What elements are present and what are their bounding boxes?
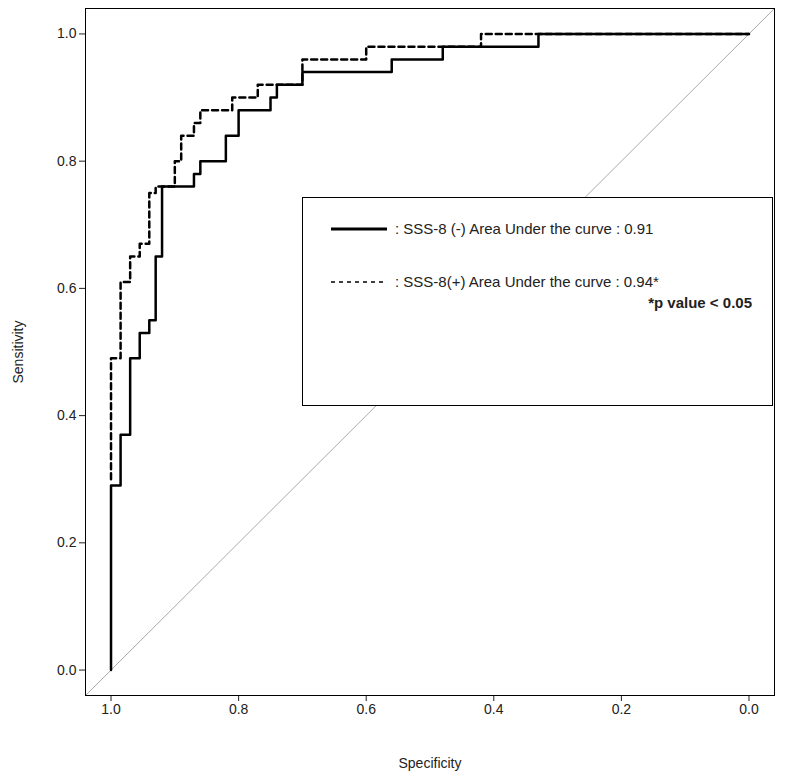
svg-text:0.8: 0.8 <box>229 701 249 717</box>
svg-text:0.4: 0.4 <box>57 407 77 423</box>
svg-text:Specificity: Specificity <box>398 755 461 771</box>
svg-text:0.2: 0.2 <box>57 534 77 550</box>
svg-text:0.4: 0.4 <box>484 701 504 717</box>
html-text:*p value < 0.05: *p value < 0.05 <box>648 294 752 311</box>
svg-text:0.6: 0.6 <box>356 701 376 717</box>
svg-text:0.0: 0.0 <box>57 662 77 678</box>
svg-text:0.2: 0.2 <box>612 701 632 717</box>
svg-text:1.0: 1.0 <box>101 701 121 717</box>
svg-text:0.6: 0.6 <box>57 280 77 296</box>
svg-text:0.0: 0.0 <box>739 701 759 717</box>
svg-text:Sensitivity: Sensitivity <box>10 320 26 383</box>
svg-text:1.0: 1.0 <box>57 25 77 41</box>
html-text:: SSS-8 (-) Area Under the cur: : SSS-8 (-) Area Under the curve : 0.91 <box>395 220 654 237</box>
html-text:: SSS-8(+) Area Under the curv: : SSS-8(+) Area Under the curve : 0.94* <box>395 273 659 290</box>
svg-text:0.8: 0.8 <box>57 153 77 169</box>
